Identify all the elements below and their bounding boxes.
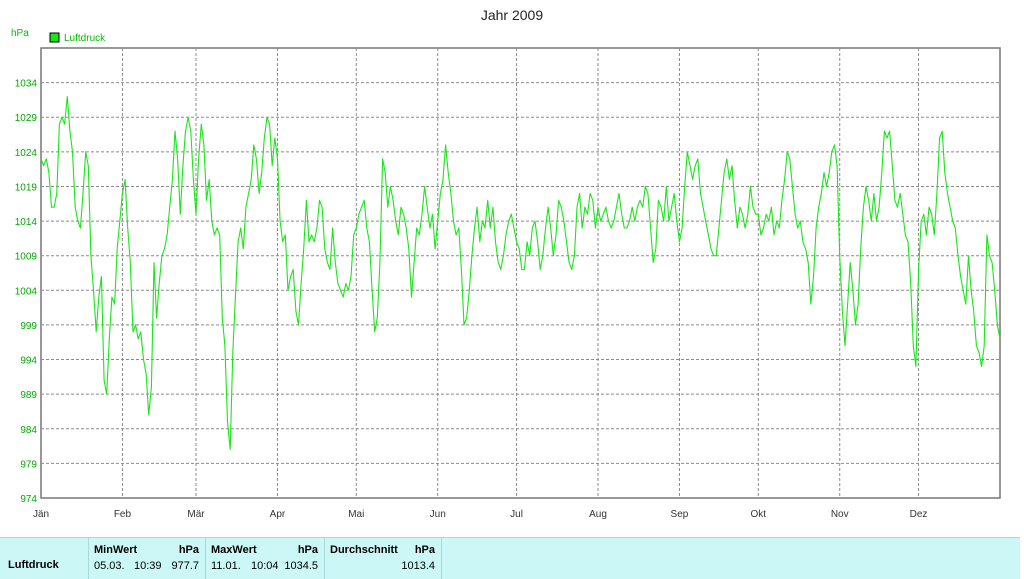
max-date: 11.01. [211, 560, 241, 572]
y-tick-label: 1014 [15, 217, 38, 228]
max-header: MaxWert [211, 544, 257, 556]
y-tick-labels: 974 979 984 989 994 999 1004 1009 1014 1019 1024 10… [15, 79, 38, 505]
y-tick-label: 1009 [15, 252, 38, 263]
max-cell: MaxWert hPa 11.01. 10:04 1034.5 [205, 538, 325, 579]
y-tick-label: 1029 [15, 113, 38, 124]
y-tick-label: 1019 [15, 182, 38, 193]
chart-title: Jahr 2009 [481, 7, 543, 23]
grid-lines [41, 48, 1000, 498]
plot-area [40, 47, 1001, 499]
pressure-chart: Jahr 2009 hPa Luftdruck 9749799849899949… [11, 7, 1001, 520]
y-tick-label: 999 [20, 321, 37, 332]
x-tick-label: Sep [671, 509, 689, 520]
y-tick-label: 979 [20, 459, 37, 470]
legend-label: Luftdruck [64, 33, 106, 44]
y-tick-label: 1034 [15, 79, 38, 90]
max-value: 1034.5 [284, 560, 318, 572]
stats-row-label: Luftdruck [8, 559, 59, 571]
average-cell: Durchschnitt hPa 1013.4 [324, 538, 442, 579]
average-value: 1013.4 [401, 560, 435, 572]
y-tick-label: 994 [20, 356, 37, 367]
y-tick-label: 989 [20, 390, 37, 401]
x-tick-label: Dez [910, 509, 928, 520]
x-tick-label: Apr [270, 509, 286, 520]
min-header: MinWert [94, 544, 138, 556]
y-tick-label: 984 [20, 425, 37, 436]
x-tick-label: Mai [348, 509, 364, 520]
max-time: 10:04 [251, 560, 279, 572]
x-tick-label: Feb [114, 509, 132, 520]
x-tick-label: Jul [510, 509, 523, 520]
y-tick-label: 974 [20, 494, 37, 505]
min-date: 05.03. [94, 560, 125, 572]
min-cell: MinWert hPa 05.03. 10:39 977.7 [88, 538, 206, 579]
y-tick-label: 1004 [15, 286, 38, 297]
min-unit: hPa [178, 544, 199, 556]
x-tick-label: Jun [430, 509, 446, 520]
x-tick-label: Nov [831, 509, 849, 520]
x-tick-label: Okt [750, 509, 766, 520]
x-tick-label: Mär [187, 509, 205, 520]
series-line-luftdruck [40, 95, 1001, 451]
max-unit: hPa [297, 544, 318, 556]
min-time: 10:39 [134, 560, 162, 572]
legend-swatch [49, 32, 60, 43]
x-tick-labels: Jän Feb Mär Apr Mai Jun Jul Aug Sep Okt Nov Dez [33, 509, 928, 520]
y-axis-unit: hPa [11, 28, 29, 39]
x-tick-label: Aug [589, 509, 607, 520]
x-tick-label: Jän [33, 509, 49, 520]
average-unit: hPa [414, 544, 435, 556]
statistics-panel: Luftdruck MinWert hPa 05.03. 10:39 977.7… [0, 537, 1020, 579]
y-tick-label: 1024 [15, 148, 38, 159]
min-value: 977.7 [171, 560, 199, 572]
stats-label-cell: Luftdruck [0, 538, 89, 579]
average-header: Durchschnitt [330, 544, 398, 556]
